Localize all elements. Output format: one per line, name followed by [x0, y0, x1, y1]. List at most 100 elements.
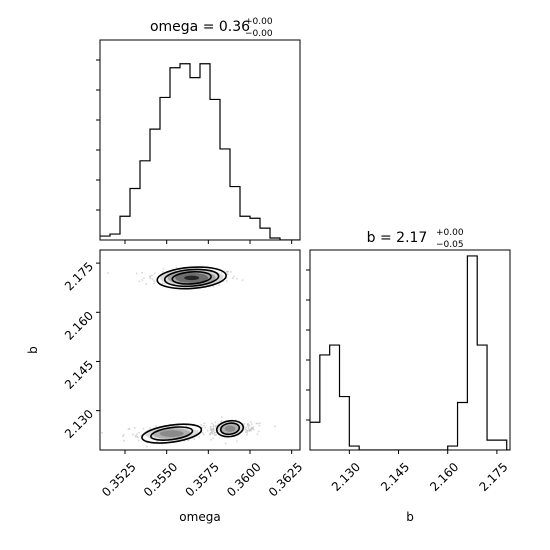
joint-scatter-point	[123, 439, 125, 442]
joint-scatter-point	[175, 266, 178, 269]
joint-scatter-point	[251, 427, 253, 430]
joint-scatter-point	[252, 426, 255, 429]
joint-scatter-point	[135, 434, 138, 437]
joint-contour	[156, 266, 227, 290]
joint-scatter-point	[212, 437, 215, 440]
joint-scatter-point	[220, 416, 223, 418]
joint-scatter-point	[107, 272, 110, 275]
joint-scatter-points	[101, 266, 276, 448]
omega-title-eq: =	[203, 19, 219, 35]
joint-scatter-point	[257, 430, 260, 433]
joint-scatter-point	[248, 429, 251, 431]
b-title: b = 2.17	[367, 230, 428, 246]
joint-scatter-point	[225, 280, 228, 282]
omega-histogram-steps	[100, 63, 300, 240]
joint-density-panel: 0.3525 0.3550 0.3575 0.3600 0.3625 2.130 2.145…	[62, 249, 306, 500]
joint-scatter-point	[210, 438, 212, 441]
joint-scatter-point	[231, 277, 234, 279]
joint-scatter-point	[212, 430, 215, 433]
joint-scatter-point	[153, 282, 155, 285]
joint-scatter-point	[209, 425, 212, 428]
joint-scatter-point	[258, 422, 261, 425]
b-xtick-label: 2.130	[329, 460, 363, 494]
joint-scatter-point	[146, 445, 148, 448]
joint-scatter-point	[212, 425, 215, 428]
omega-xtick-label: 0.3525	[99, 460, 139, 500]
joint-scatter-point	[247, 425, 250, 427]
joint-scatter-point	[220, 420, 223, 423]
joint-scatter-point	[211, 433, 214, 435]
joint-scatter-point	[215, 425, 218, 427]
b-histogram-frame	[309, 249, 511, 451]
joint-scatter-point	[193, 438, 196, 441]
joint-scatter-point	[245, 429, 248, 431]
joint-scatter-point	[121, 435, 124, 438]
joint-scatter-point	[137, 439, 140, 442]
joint-scatter-point	[233, 275, 236, 278]
joint-scatter-point	[185, 425, 188, 428]
joint-scatter-point	[136, 435, 139, 438]
joint-scatter-point	[209, 432, 212, 434]
joint-scatter-point	[245, 426, 248, 429]
joint-scatter-point	[202, 424, 205, 427]
omega-xtick-label: 0.3625	[266, 460, 306, 500]
b-xtick-label: 2.160	[427, 460, 461, 494]
joint-scatter-point	[204, 426, 206, 429]
joint-scatter-point	[236, 277, 238, 280]
b-ytick-label: 2.130	[62, 407, 96, 441]
joint-scatter-point	[203, 422, 206, 425]
joint-scatter-point	[142, 427, 145, 430]
joint-scatter-point	[214, 421, 217, 424]
omega-xtick-label: 0.3575	[182, 460, 222, 500]
joint-scatter-point	[135, 272, 138, 275]
joint-scatter-point	[138, 431, 140, 434]
b-xtick-label: 2.145	[378, 460, 412, 494]
omega-xtick-label: 0.3550	[141, 460, 181, 500]
joint-contour	[219, 422, 241, 436]
joint-scatter-point	[155, 425, 158, 428]
omega-title-name: omega	[150, 19, 198, 35]
joint-scatter-point	[151, 274, 153, 277]
joint-contour	[163, 268, 220, 288]
joint-scatter-point	[213, 432, 216, 435]
joint-scatter-point	[161, 282, 164, 285]
joint-scatter-point	[249, 421, 252, 423]
joint-density-content	[101, 266, 276, 448]
b-ytick-label: 2.160	[62, 309, 96, 343]
omega-histogram-panel	[96, 39, 301, 244]
joint-scatter-point	[128, 427, 131, 430]
joint-scatter-point	[149, 275, 151, 278]
joint-scatter-point	[153, 272, 156, 275]
joint-scatter-point	[201, 432, 204, 434]
joint-scatter-point	[274, 425, 276, 428]
b-title-eq: =	[380, 230, 396, 246]
joint-scatter-point	[250, 423, 253, 426]
b-histogram-steps	[310, 255, 510, 450]
joint-scatter-point	[215, 433, 217, 436]
joint-scatter-point	[101, 431, 104, 434]
joint-scatter-point	[149, 277, 152, 280]
b-ytick-label: 2.145	[62, 358, 96, 392]
joint-scatter-point	[141, 271, 144, 274]
joint-density-level	[224, 425, 236, 432]
joint-contour	[141, 423, 203, 444]
joint-scatter-point	[133, 427, 136, 429]
joint-scatter-point	[210, 429, 213, 432]
joint-scatter-point	[212, 424, 215, 426]
joint-scatter-point	[143, 277, 145, 280]
b-ylabel: b	[26, 346, 40, 354]
joint-contour	[215, 419, 245, 438]
joint-scatter-point	[258, 424, 261, 427]
joint-scatter-point	[246, 433, 248, 436]
joint-scatter-point	[244, 431, 247, 433]
joint-density-level	[184, 275, 200, 281]
joint-scatter-point	[225, 270, 228, 273]
omega-xlabel: omega	[179, 510, 220, 524]
joint-scatter-point	[122, 434, 125, 436]
joint-scatter-point	[209, 427, 212, 430]
joint-scatter-point	[246, 431, 249, 434]
joint-density-frame	[99, 249, 301, 451]
b-title-minus: −0.05	[436, 240, 464, 250]
joint-scatter-point	[153, 280, 156, 283]
